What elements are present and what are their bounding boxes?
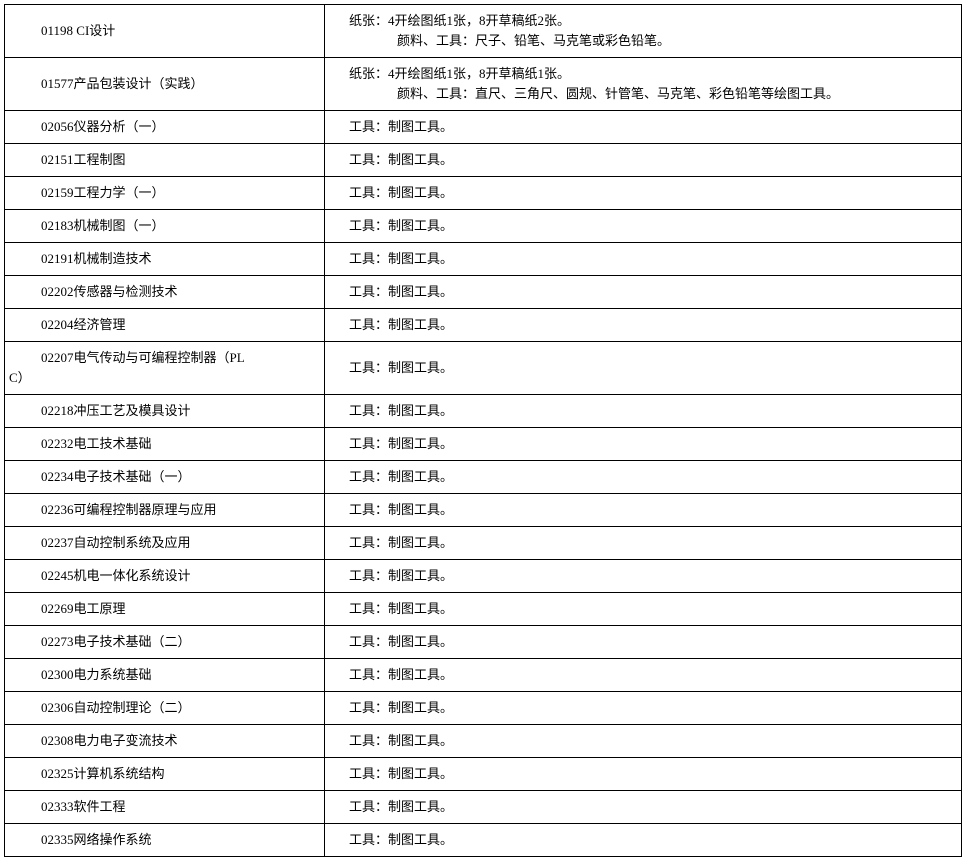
table-row: 02183机械制图（一） 工具：制图工具。 bbox=[5, 210, 962, 243]
course-cell: 02056仪器分析（一） bbox=[5, 111, 325, 144]
tools-cell: 工具：制图工具。 bbox=[325, 309, 962, 342]
table-row: 02237自动控制系统及应用 工具：制图工具。 bbox=[5, 527, 962, 560]
course-cell: 02269电工原理 bbox=[5, 593, 325, 626]
tools-cell: 工具：制图工具。 bbox=[325, 758, 962, 791]
table-row: 02245机电一体化系统设计 工具：制图工具。 bbox=[5, 560, 962, 593]
tools-cell: 工具：制图工具。 bbox=[325, 111, 962, 144]
tools-line1: 纸张：4开绘图纸1张，8开草稿纸2张。 bbox=[349, 11, 957, 31]
course-cell: 02333软件工程 bbox=[5, 791, 325, 824]
tools-cell: 工具：制图工具。 bbox=[325, 659, 962, 692]
course-cell: 02151工程制图 bbox=[5, 144, 325, 177]
course-cell: 02308电力电子变流技术 bbox=[5, 725, 325, 758]
tools-cell: 工具：制图工具。 bbox=[325, 276, 962, 309]
tools-line1: 纸张：4开绘图纸1张，8开草稿纸1张。 bbox=[349, 64, 957, 84]
course-cell: 02300电力系统基础 bbox=[5, 659, 325, 692]
course-cell: 02325计算机系统结构 bbox=[5, 758, 325, 791]
table-row: 02325计算机系统结构 工具：制图工具。 bbox=[5, 758, 962, 791]
tools-cell: 工具：制图工具。 bbox=[325, 461, 962, 494]
course-cell: 02306自动控制理论（二） bbox=[5, 692, 325, 725]
tools-line2: 颜料、工具：直尺、三角尺、圆规、针管笔、马克笔、彩色铅笔等绘图工具。 bbox=[349, 84, 957, 104]
course-cell: 02204经济管理 bbox=[5, 309, 325, 342]
tools-cell: 工具：制图工具。 bbox=[325, 791, 962, 824]
table-row: 02191机械制造技术 工具：制图工具。 bbox=[5, 243, 962, 276]
table-row: 02232电工技术基础 工具：制图工具。 bbox=[5, 428, 962, 461]
course-cell: 01577产品包装设计（实践） bbox=[5, 58, 325, 111]
course-cell: 02191机械制造技术 bbox=[5, 243, 325, 276]
course-cell: 02273电子技术基础（二） bbox=[5, 626, 325, 659]
course-cell: 02335网络操作系统 bbox=[5, 824, 325, 857]
course-cell: 02237自动控制系统及应用 bbox=[5, 527, 325, 560]
course-cell: 02207电气传动与可编程控制器（PL C） bbox=[5, 342, 325, 395]
course-cell: 01198 CI设计 bbox=[5, 5, 325, 58]
course-cell: 02232电工技术基础 bbox=[5, 428, 325, 461]
table-row: 02151工程制图 工具：制图工具。 bbox=[5, 144, 962, 177]
course-cell: 02245机电一体化系统设计 bbox=[5, 560, 325, 593]
tools-cell: 工具：制图工具。 bbox=[325, 593, 962, 626]
tools-cell: 工具：制图工具。 bbox=[325, 824, 962, 857]
tools-cell: 工具：制图工具。 bbox=[325, 144, 962, 177]
course-cell: 02183机械制图（一） bbox=[5, 210, 325, 243]
table-row: 02333软件工程 工具：制图工具。 bbox=[5, 791, 962, 824]
tools-cell: 工具：制图工具。 bbox=[325, 692, 962, 725]
course-tools-table: 01198 CI设计 纸张：4开绘图纸1张，8开草稿纸2张。 颜料、工具：尺子、… bbox=[4, 4, 962, 857]
table-row: 02056仪器分析（一） 工具：制图工具。 bbox=[5, 111, 962, 144]
table-row: 02207电气传动与可编程控制器（PL C） 工具：制图工具。 bbox=[5, 342, 962, 395]
table-row: 01577产品包装设计（实践） 纸张：4开绘图纸1张，8开草稿纸1张。 颜料、工… bbox=[5, 58, 962, 111]
tools-cell: 工具：制图工具。 bbox=[325, 428, 962, 461]
tools-cell: 工具：制图工具。 bbox=[325, 626, 962, 659]
tools-cell: 工具：制图工具。 bbox=[325, 494, 962, 527]
table-row: 02236可编程控制器原理与应用 工具：制图工具。 bbox=[5, 494, 962, 527]
table-row: 02273电子技术基础（二） 工具：制图工具。 bbox=[5, 626, 962, 659]
table-row: 02204经济管理 工具：制图工具。 bbox=[5, 309, 962, 342]
table-row: 02335网络操作系统 工具：制图工具。 bbox=[5, 824, 962, 857]
table-row: 01198 CI设计 纸张：4开绘图纸1张，8开草稿纸2张。 颜料、工具：尺子、… bbox=[5, 5, 962, 58]
tools-cell: 工具：制图工具。 bbox=[325, 527, 962, 560]
course-cell-line1: 02207电气传动与可编程控制器（PL bbox=[5, 348, 320, 368]
table-row: 02269电工原理 工具：制图工具。 bbox=[5, 593, 962, 626]
tools-cell: 工具：制图工具。 bbox=[325, 177, 962, 210]
tools-cell: 纸张：4开绘图纸1张，8开草稿纸2张。 颜料、工具：尺子、铅笔、马克笔或彩色铅笔… bbox=[325, 5, 962, 58]
course-cell: 02159工程力学（一） bbox=[5, 177, 325, 210]
table-row: 02300电力系统基础 工具：制图工具。 bbox=[5, 659, 962, 692]
tools-cell: 工具：制图工具。 bbox=[325, 210, 962, 243]
table-body: 01198 CI设计 纸张：4开绘图纸1张，8开草稿纸2张。 颜料、工具：尺子、… bbox=[5, 5, 962, 857]
course-cell: 02234电子技术基础（一） bbox=[5, 461, 325, 494]
tools-cell: 纸张：4开绘图纸1张，8开草稿纸1张。 颜料、工具：直尺、三角尺、圆规、针管笔、… bbox=[325, 58, 962, 111]
tools-cell: 工具：制图工具。 bbox=[325, 342, 962, 395]
course-cell: 02218冲压工艺及模具设计 bbox=[5, 395, 325, 428]
tools-line2: 颜料、工具：尺子、铅笔、马克笔或彩色铅笔。 bbox=[349, 31, 957, 51]
tools-cell: 工具：制图工具。 bbox=[325, 243, 962, 276]
tools-cell: 工具：制图工具。 bbox=[325, 395, 962, 428]
course-cell-line2: C） bbox=[5, 368, 320, 388]
table-row: 02308电力电子变流技术 工具：制图工具。 bbox=[5, 725, 962, 758]
course-cell: 02236可编程控制器原理与应用 bbox=[5, 494, 325, 527]
table-row: 02202传感器与检测技术 工具：制图工具。 bbox=[5, 276, 962, 309]
table-row: 02159工程力学（一） 工具：制图工具。 bbox=[5, 177, 962, 210]
course-cell: 02202传感器与检测技术 bbox=[5, 276, 325, 309]
tools-cell: 工具：制图工具。 bbox=[325, 560, 962, 593]
table-row: 02306自动控制理论（二） 工具：制图工具。 bbox=[5, 692, 962, 725]
tools-cell: 工具：制图工具。 bbox=[325, 725, 962, 758]
table-row: 02218冲压工艺及模具设计 工具：制图工具。 bbox=[5, 395, 962, 428]
table-row: 02234电子技术基础（一） 工具：制图工具。 bbox=[5, 461, 962, 494]
